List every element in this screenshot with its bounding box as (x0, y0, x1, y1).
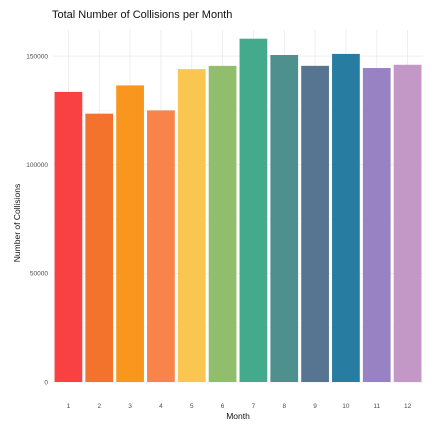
bar-month-11 (362, 68, 391, 382)
bar-month-8 (270, 54, 299, 382)
bar-month-4 (147, 110, 175, 382)
x-tick-label: 1 (67, 403, 71, 410)
bars (54, 38, 422, 383)
x-tick-label: 11 (373, 403, 380, 410)
x-tick-label: 2 (97, 403, 101, 410)
x-tick-label: 5 (190, 403, 194, 410)
y-axis-title: Number of Collisions (12, 184, 22, 262)
bar-month-9 (301, 65, 329, 382)
x-tick-labels: 1 2 3 4 5 6 7 8 9 10 11 12 (67, 403, 412, 410)
bar-month-6 (208, 65, 237, 382)
bar-month-7 (239, 38, 268, 383)
bar-month-1 (54, 91, 83, 382)
x-axis-title: Month (226, 411, 250, 421)
x-tick-label: 6 (221, 403, 225, 410)
x-tick-label: 4 (159, 403, 163, 410)
y-tick-label: 100000 (26, 162, 48, 169)
x-tick-label: 7 (252, 403, 256, 410)
bar-month-2 (85, 113, 114, 382)
y-tick-labels: 0 50000 100000 150000 (26, 53, 48, 386)
x-tick-label: 9 (313, 403, 317, 410)
x-tick-label: 3 (128, 403, 132, 410)
bar-month-12 (393, 64, 422, 382)
bar-month-5 (177, 69, 206, 382)
x-tick-label: 8 (282, 403, 286, 410)
chart-title: Total Number of Collisions per Month (52, 9, 232, 21)
x-tick-label: 12 (404, 403, 412, 410)
bar-month-3 (116, 85, 144, 382)
bar-month-10 (332, 53, 360, 382)
x-tick-label: 10 (342, 403, 350, 410)
y-tick-label: 0 (44, 379, 48, 386)
y-tick-label: 150000 (26, 53, 48, 60)
y-tick-label: 50000 (30, 271, 48, 278)
